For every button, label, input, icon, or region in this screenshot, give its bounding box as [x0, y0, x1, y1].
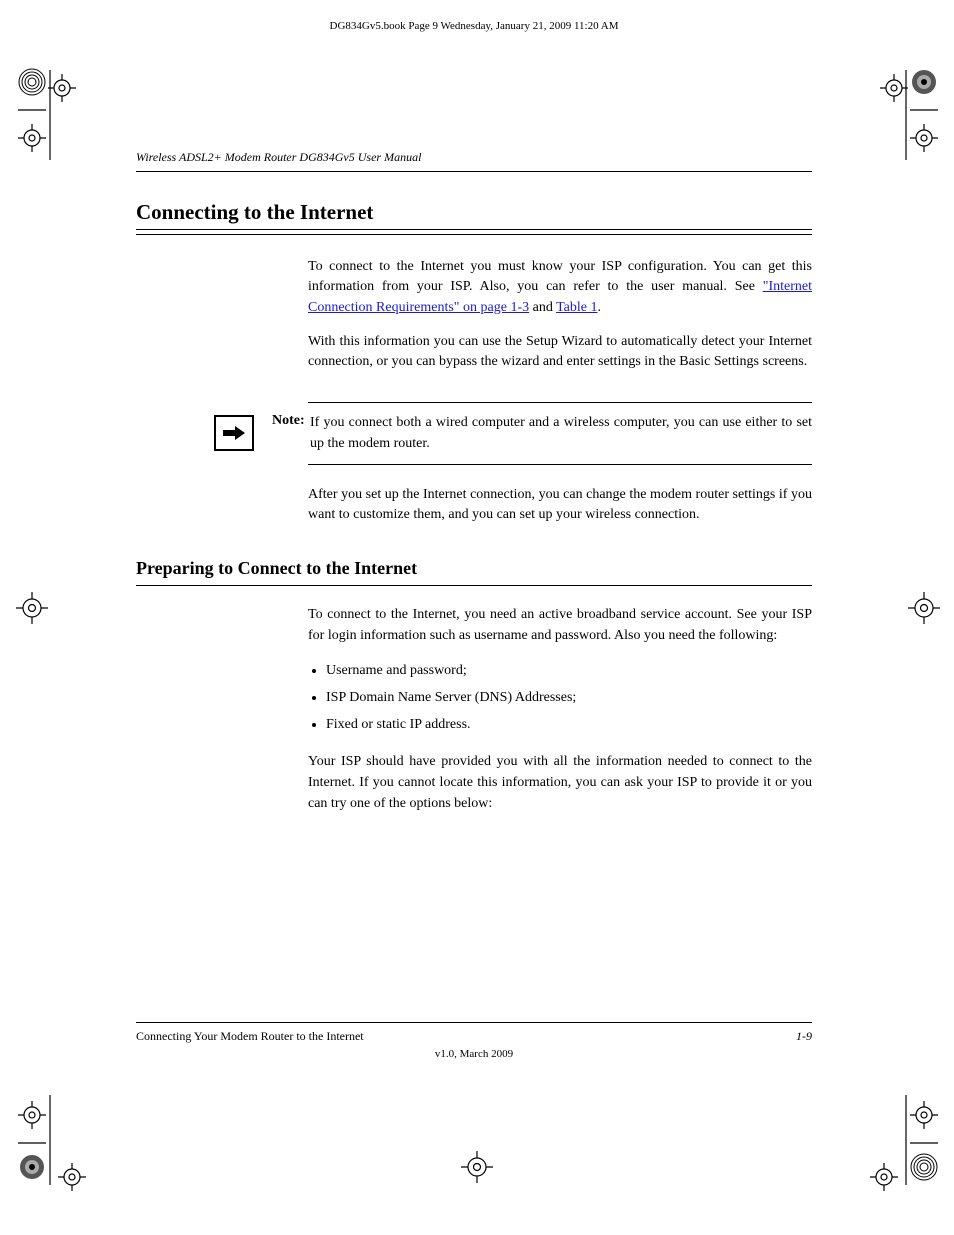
prep-bullets: Username and password; ISP Domain Name S…	[308, 660, 812, 735]
note-arrow-icon	[214, 415, 254, 451]
footer-version: v1.0, March 2009	[136, 1048, 812, 1060]
regmark-bottom-left	[10, 1085, 100, 1195]
after-note-text: After you set up the Internet connection…	[308, 485, 812, 526]
xref-table-1[interactable]: Table 1	[556, 300, 597, 315]
regmark-top-right	[866, 60, 946, 170]
subsection-rule	[136, 585, 812, 586]
regmark-mid-right	[904, 588, 944, 628]
note-block: Note: If you connect both a wired comput…	[214, 402, 812, 465]
prep-bullet-2: ISP Domain Name Server (DNS) Addresses;	[326, 687, 812, 708]
prep-bullet-1: Username and password;	[326, 660, 812, 681]
intro-p1b: and	[533, 300, 553, 315]
section-title: Connecting to the Internet	[136, 200, 812, 225]
prep-p2: Your ISP should have provided you with a…	[308, 751, 812, 814]
page-footer: Connecting Your Modem Router to the Inte…	[136, 1022, 812, 1060]
section-rule-2	[136, 234, 812, 235]
subsection-title: Preparing to Connect to the Internet	[136, 558, 812, 579]
intro-text: To connect to the Internet you must know…	[308, 257, 812, 372]
manual-title: Wireless ADSL2+ Modem Router DG834Gv5 Us…	[136, 150, 421, 165]
section-rule-1	[136, 229, 812, 230]
regmark-top-left	[10, 60, 90, 170]
page-content: Wireless ADSL2+ Modem Router DG834Gv5 Us…	[136, 150, 812, 828]
header-rule	[136, 171, 812, 172]
note-text: If you connect both a wired computer and…	[310, 413, 812, 454]
page-header-meta: Wireless ADSL2+ Modem Router DG834Gv5 Us…	[136, 150, 812, 165]
regmark-bottom-right	[856, 1085, 946, 1195]
prep-body: To connect to the Internet, you need an …	[308, 604, 812, 814]
regmark-bottom-center	[457, 1147, 497, 1187]
footer-rule	[136, 1022, 812, 1023]
footer-pagenum: 1-9	[796, 1029, 812, 1044]
intro-p2: With this information you can use the Se…	[308, 332, 812, 373]
prep-p1: To connect to the Internet, you need an …	[308, 604, 812, 646]
running-header: DG834Gv5.book Page 9 Wednesday, January …	[136, 20, 812, 32]
note-rule-bottom	[308, 464, 812, 465]
footer-chapter: Connecting Your Modem Router to the Inte…	[136, 1029, 364, 1044]
intro-p1a: To connect to the Internet you must know…	[308, 259, 812, 294]
intro-p1c: .	[597, 300, 601, 315]
prep-bullet-3: Fixed or static IP address.	[326, 714, 812, 735]
regmark-mid-left	[12, 588, 52, 628]
note-label: Note:	[272, 413, 308, 429]
